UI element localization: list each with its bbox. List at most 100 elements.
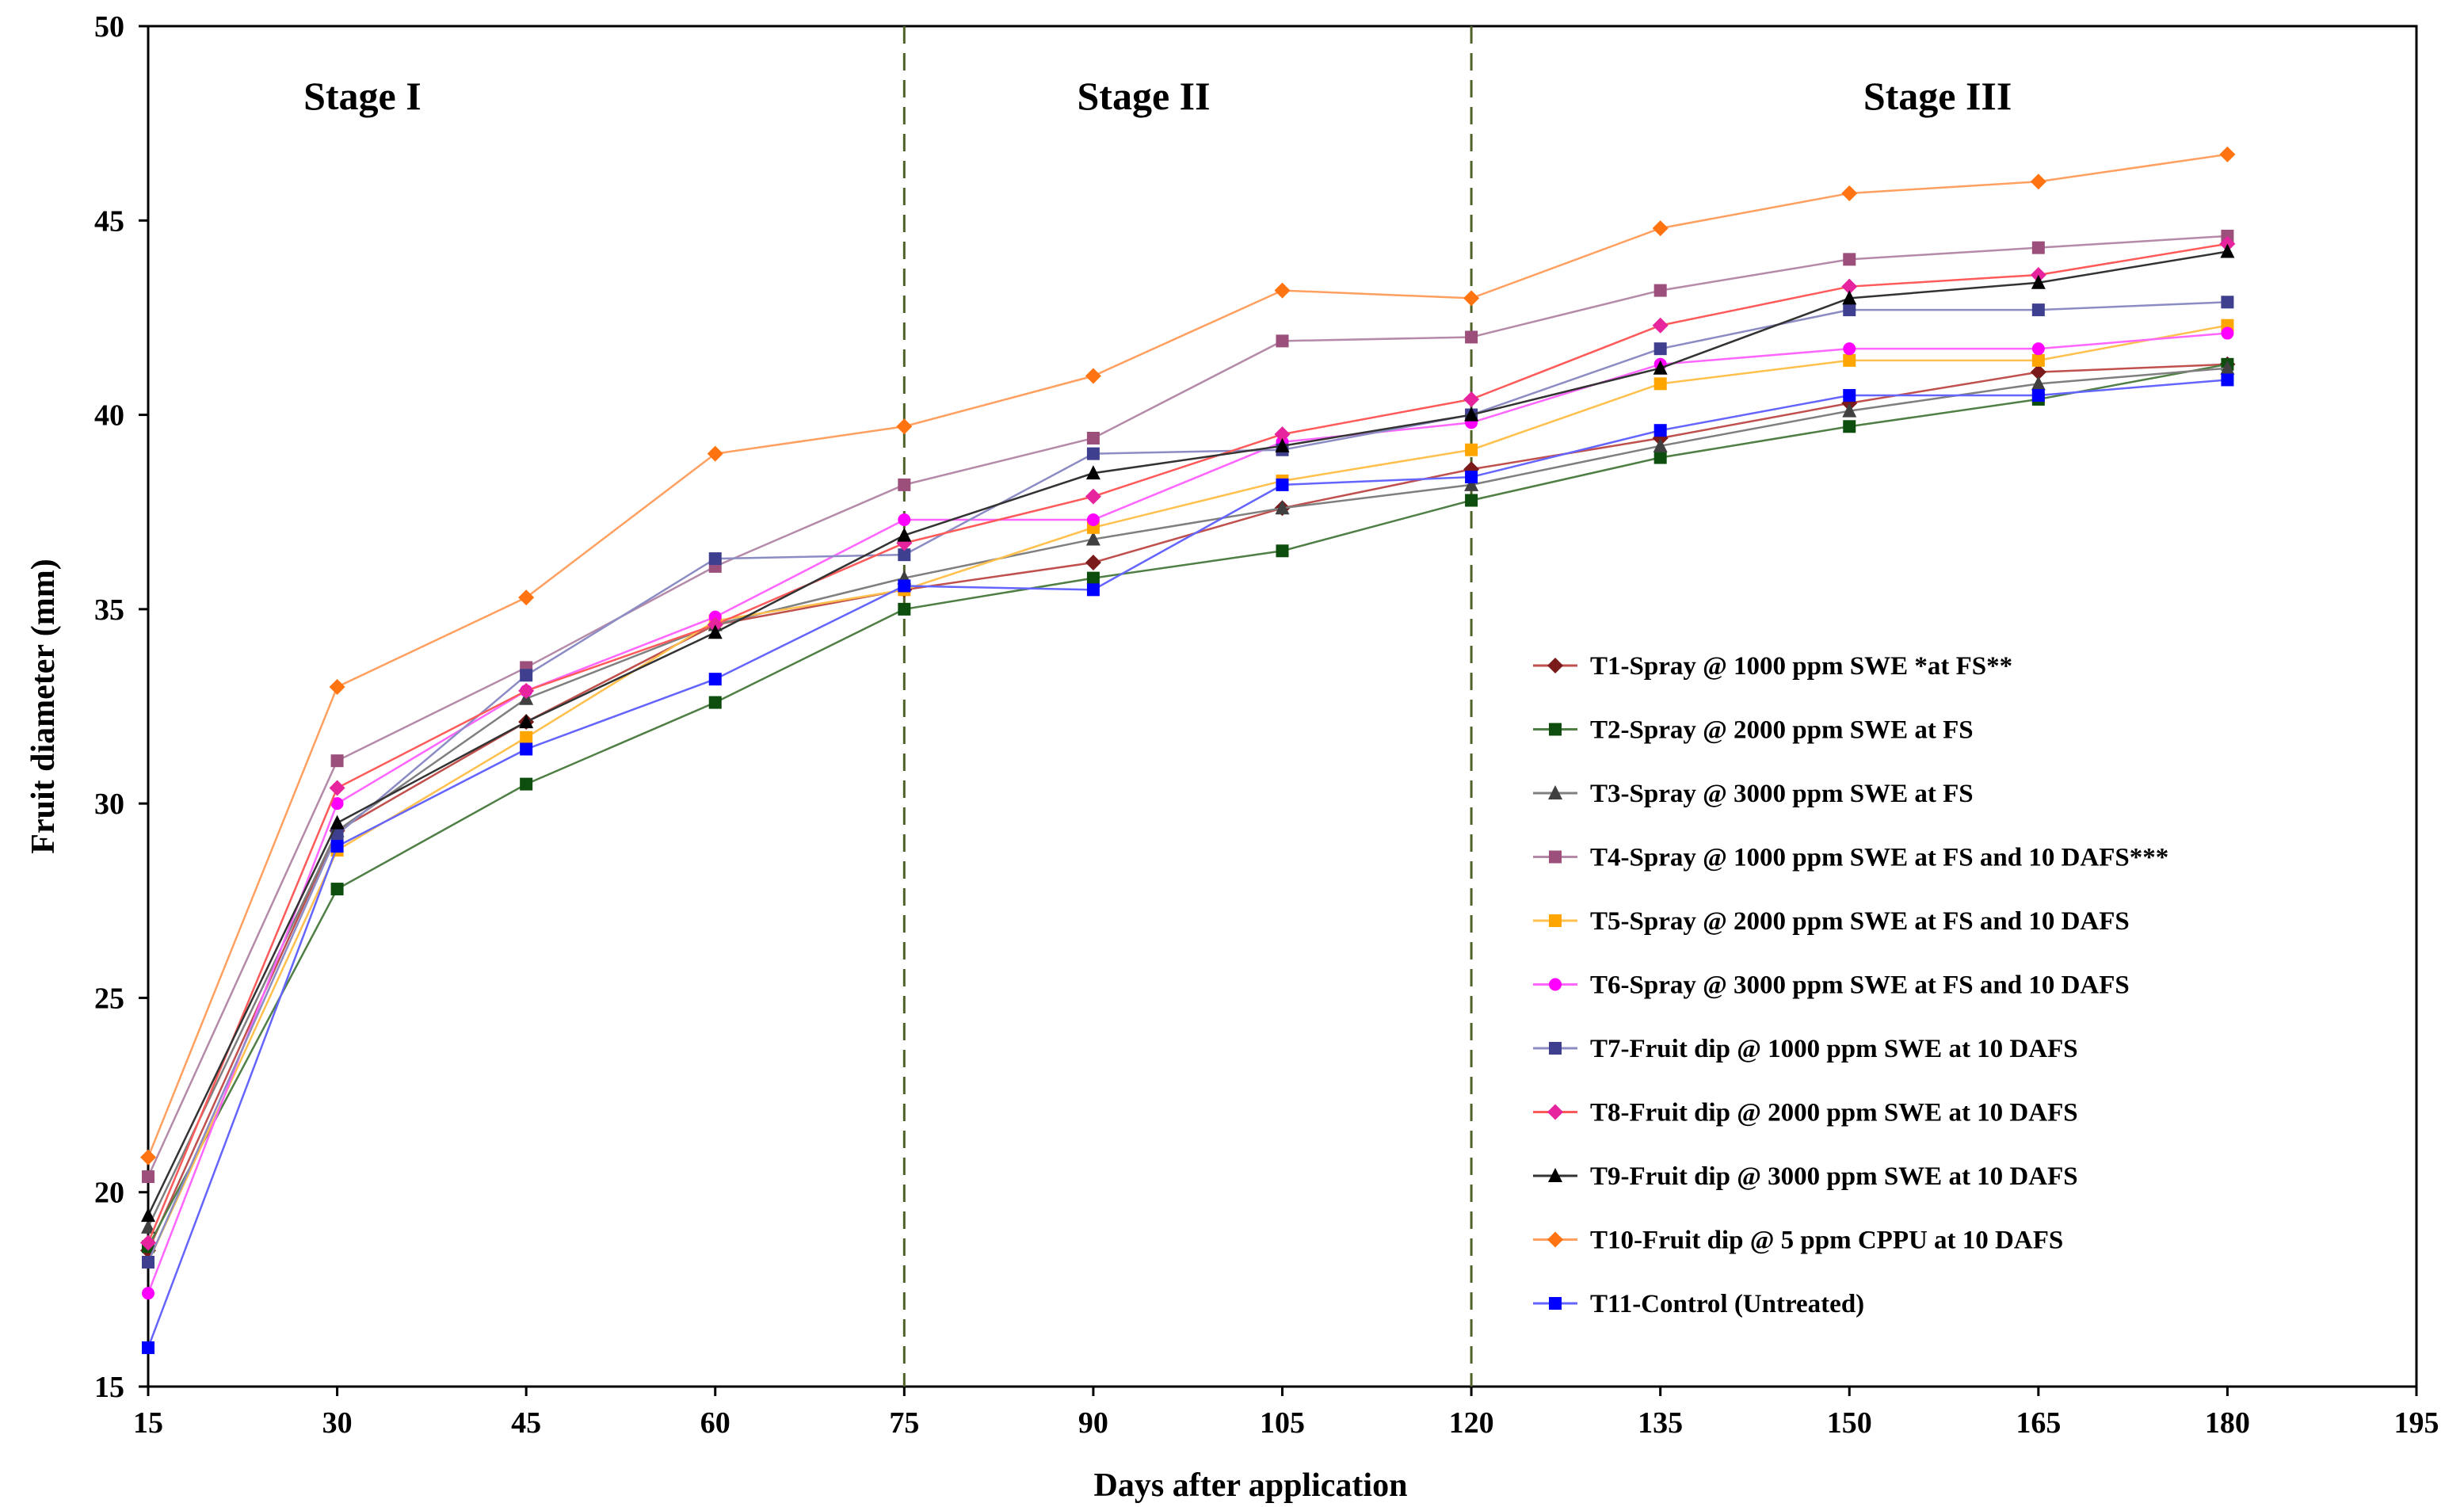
legend-swatch-marker (1547, 1104, 1563, 1120)
data-point (1086, 513, 1100, 527)
data-point (898, 548, 911, 562)
data-point (2221, 296, 2234, 309)
data-point (2031, 376, 2046, 391)
data-point (708, 552, 722, 566)
data-point (141, 1219, 155, 1234)
x-tick-label: 150 (1827, 1406, 1872, 1440)
data-point (1465, 330, 1478, 344)
legend-swatch-marker (1549, 978, 1562, 991)
x-tick-label: 165 (2016, 1406, 2061, 1440)
data-point (1086, 583, 1100, 597)
data-point (1086, 447, 1100, 460)
legend-item-t5: T5-Spray @ 2000 ppm SWE at FS and 10 DAF… (1533, 907, 2130, 936)
series-line (147, 235, 2228, 1177)
data-point (1841, 278, 1858, 295)
y-tick-label: 35 (94, 593, 124, 627)
data-point (142, 1341, 154, 1354)
series-line (147, 363, 2228, 1251)
data-point (1085, 488, 1101, 505)
data-point (2030, 174, 2046, 190)
data-point (1653, 342, 1667, 356)
legend-label: T2-Spray @ 2000 ppm SWE at FS (1590, 716, 1974, 745)
data-point (1086, 432, 1100, 445)
series-line (147, 153, 2228, 1158)
data-point (2031, 389, 2045, 403)
legend-item-t7: T7-Fruit dip @ 1000 ppm SWE at 10 DAFS (1533, 1035, 2078, 1063)
data-point (1843, 420, 1856, 433)
data-point (140, 1234, 156, 1251)
legend-swatch-marker (1548, 1168, 1562, 1182)
data-point (520, 731, 533, 744)
data-point (140, 1149, 156, 1166)
x-tick-label: 75 (889, 1406, 919, 1440)
data-point (1843, 253, 1856, 266)
data-point (898, 478, 911, 491)
data-point (1653, 437, 1668, 452)
y-tick-label: 30 (94, 788, 124, 821)
series-line (147, 250, 2228, 1216)
stage-dividers (902, 26, 1473, 1387)
data-point (329, 780, 345, 796)
data-point (1653, 424, 1667, 437)
legend-label: T1-Spray @ 1000 ppm SWE *at FS** (1590, 652, 2012, 681)
legend-item-t1: T1-Spray @ 1000 ppm SWE *at FS** (1533, 652, 2012, 681)
data-point (142, 1256, 154, 1269)
data-point (520, 777, 533, 791)
stage-labels: Stage I Stage II Stage III (303, 74, 2012, 118)
data-point (1463, 391, 1480, 407)
data-point (142, 1287, 154, 1300)
x-tick-label: 15 (133, 1406, 163, 1440)
series-t4 (142, 229, 2234, 1184)
data-point (2031, 241, 2045, 254)
data-point (1275, 500, 1290, 515)
y-tick-label: 50 (94, 10, 124, 44)
series-line (147, 379, 2228, 1349)
data-point (2031, 274, 2046, 289)
series-line (147, 363, 2228, 1247)
data-point (898, 579, 911, 593)
data-point (1464, 476, 1479, 491)
data-point (2221, 373, 2234, 387)
legend-item-t4: T4-Spray @ 1000 ppm SWE at FS and 10 DAF… (1533, 844, 2168, 872)
data-point (518, 589, 535, 606)
data-point (329, 678, 345, 695)
legend-item-t11: T11-Control (Untreated) (1533, 1290, 1864, 1318)
data-point (1653, 451, 1667, 464)
series-line (147, 367, 2228, 1228)
data-point (2220, 243, 2235, 258)
x-axis-title: Days after application (1094, 1467, 1408, 1504)
data-point (897, 527, 912, 542)
legend-swatch-marker (1549, 850, 1562, 864)
data-point (330, 815, 345, 830)
x-tick-label: 105 (1260, 1406, 1305, 1440)
data-point (1275, 437, 1290, 452)
data-point (1841, 185, 1858, 201)
legend-item-t6: T6-Spray @ 3000 ppm SWE at FS and 10 DAF… (1533, 971, 2130, 1000)
series-t11 (142, 373, 2234, 1354)
data-point (330, 883, 344, 896)
data-point (330, 754, 344, 768)
legend-swatch-marker (1547, 1231, 1563, 1248)
legend-swatch-marker (1549, 914, 1562, 927)
y-axis-title: Fruit diameter (mm) (25, 559, 62, 853)
data-point (1085, 531, 1100, 546)
data-point (1843, 303, 1856, 317)
x-tick-label: 45 (511, 1406, 541, 1440)
data-point (1652, 220, 1669, 237)
data-point (2221, 326, 2234, 340)
data-point (707, 445, 723, 462)
data-point (330, 840, 344, 853)
series-t6 (142, 326, 2234, 1300)
data-point (1463, 290, 1480, 307)
legend-swatch-marker (1549, 723, 1562, 736)
y-tick-label: 15 (94, 1371, 124, 1404)
x-tick-label: 135 (1638, 1406, 1683, 1440)
data-point (708, 624, 723, 639)
data-point (518, 682, 535, 699)
series-line (147, 324, 2228, 1263)
data-point (1465, 494, 1478, 507)
legend-label: T8-Fruit dip @ 2000 ppm SWE at 10 DAFS (1590, 1099, 2078, 1127)
data-point (1465, 471, 1478, 484)
y-tick-label: 20 (94, 1177, 124, 1210)
